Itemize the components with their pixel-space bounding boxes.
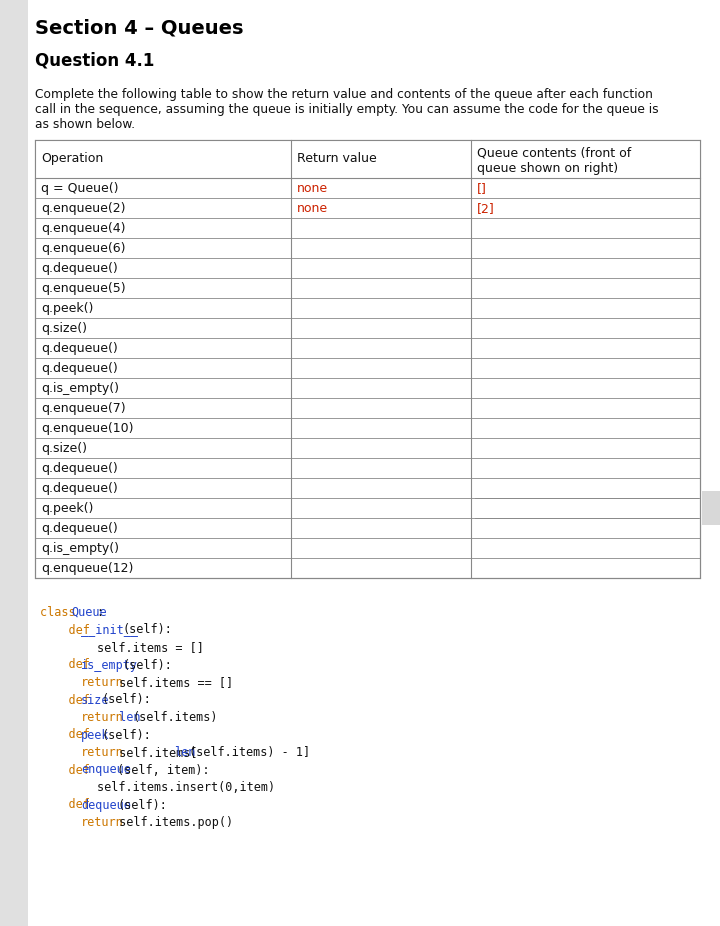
Text: len: len — [174, 746, 195, 759]
Text: q.dequeue(): q.dequeue() — [41, 462, 118, 475]
Text: self.items.pop(): self.items.pop() — [112, 816, 233, 829]
Text: return: return — [81, 676, 124, 689]
Text: q.size(): q.size() — [41, 322, 87, 335]
Text: def: def — [40, 798, 97, 811]
Text: (self):: (self): — [117, 798, 167, 811]
Text: len: len — [112, 711, 140, 724]
Text: q.enqueue(5): q.enqueue(5) — [41, 282, 125, 295]
Text: (self.items): (self.items) — [132, 711, 218, 724]
Text: self.items.insert(0,item): self.items.insert(0,item) — [40, 781, 275, 794]
Text: as shown below.: as shown below. — [35, 118, 135, 131]
Text: q.enqueue(4): q.enqueue(4) — [41, 222, 125, 235]
Text: self.items = []: self.items = [] — [40, 641, 204, 654]
Text: Operation: Operation — [41, 152, 103, 165]
Text: :: : — [96, 606, 104, 619]
Text: (self):: (self): — [122, 658, 172, 671]
Text: def: def — [40, 729, 97, 742]
Text: q.peek(): q.peek() — [41, 502, 94, 515]
Text: peek: peek — [81, 729, 109, 742]
Text: none: none — [297, 202, 328, 215]
Text: (self):: (self): — [102, 729, 152, 742]
Text: Complete the following table to show the return value and contents of the queue : Complete the following table to show the… — [35, 88, 653, 101]
Text: return: return — [81, 711, 124, 724]
Text: __init__: __init__ — [81, 623, 138, 636]
Text: def: def — [40, 764, 97, 777]
Text: self.items[: self.items[ — [112, 746, 197, 759]
Text: none: none — [297, 182, 328, 195]
Text: q.enqueue(2): q.enqueue(2) — [41, 202, 125, 215]
Text: queue shown on right): queue shown on right) — [477, 162, 618, 175]
Text: q.is_empty(): q.is_empty() — [41, 542, 119, 555]
FancyBboxPatch shape — [0, 0, 28, 926]
Text: Return value: Return value — [297, 152, 377, 165]
Text: q.size(): q.size() — [41, 442, 87, 455]
Text: q = Queue(): q = Queue() — [41, 182, 119, 195]
Text: (self):: (self): — [122, 623, 172, 636]
Text: q.dequeue(): q.dequeue() — [41, 362, 118, 375]
Text: self.items == []: self.items == [] — [112, 676, 233, 689]
Text: call in the sequence, assuming the queue is initially empty. You can assume the : call in the sequence, assuming the queue… — [35, 103, 659, 116]
Text: q.is_empty(): q.is_empty() — [41, 382, 119, 395]
Text: Section 4 – Queues: Section 4 – Queues — [35, 18, 243, 37]
Text: (self):: (self): — [102, 694, 152, 707]
Text: 5: 5 — [707, 500, 719, 518]
Text: q.enqueue(12): q.enqueue(12) — [41, 562, 133, 575]
Text: Queue: Queue — [71, 606, 107, 619]
Text: (self.items) - 1]: (self.items) - 1] — [189, 746, 310, 759]
Text: class: class — [40, 606, 83, 619]
Text: size: size — [81, 694, 109, 707]
Text: dequeue: dequeue — [81, 798, 131, 811]
Text: q.enqueue(10): q.enqueue(10) — [41, 422, 133, 435]
Text: return: return — [81, 746, 124, 759]
Text: enqueue: enqueue — [81, 764, 131, 777]
Text: q.enqueue(7): q.enqueue(7) — [41, 402, 125, 415]
Text: q.peek(): q.peek() — [41, 302, 94, 315]
Text: q.dequeue(): q.dequeue() — [41, 482, 118, 495]
Text: Question 4.1: Question 4.1 — [35, 52, 154, 70]
Text: []: [] — [477, 182, 487, 195]
Text: return: return — [81, 816, 124, 829]
Text: q.dequeue(): q.dequeue() — [41, 522, 118, 535]
Text: def: def — [40, 694, 97, 707]
Text: Queue contents (front of: Queue contents (front of — [477, 147, 631, 160]
Bar — [702, 491, 720, 525]
Text: (self, item):: (self, item): — [117, 764, 210, 777]
Text: q.dequeue(): q.dequeue() — [41, 262, 118, 275]
Bar — [35, 140, 700, 178]
Text: q.dequeue(): q.dequeue() — [41, 342, 118, 355]
Text: is_empty: is_empty — [81, 658, 138, 671]
Text: [2]: [2] — [477, 202, 495, 215]
Bar — [35, 140, 700, 578]
Text: def: def — [40, 623, 97, 636]
Text: def: def — [40, 658, 97, 671]
Text: q.enqueue(6): q.enqueue(6) — [41, 242, 125, 255]
